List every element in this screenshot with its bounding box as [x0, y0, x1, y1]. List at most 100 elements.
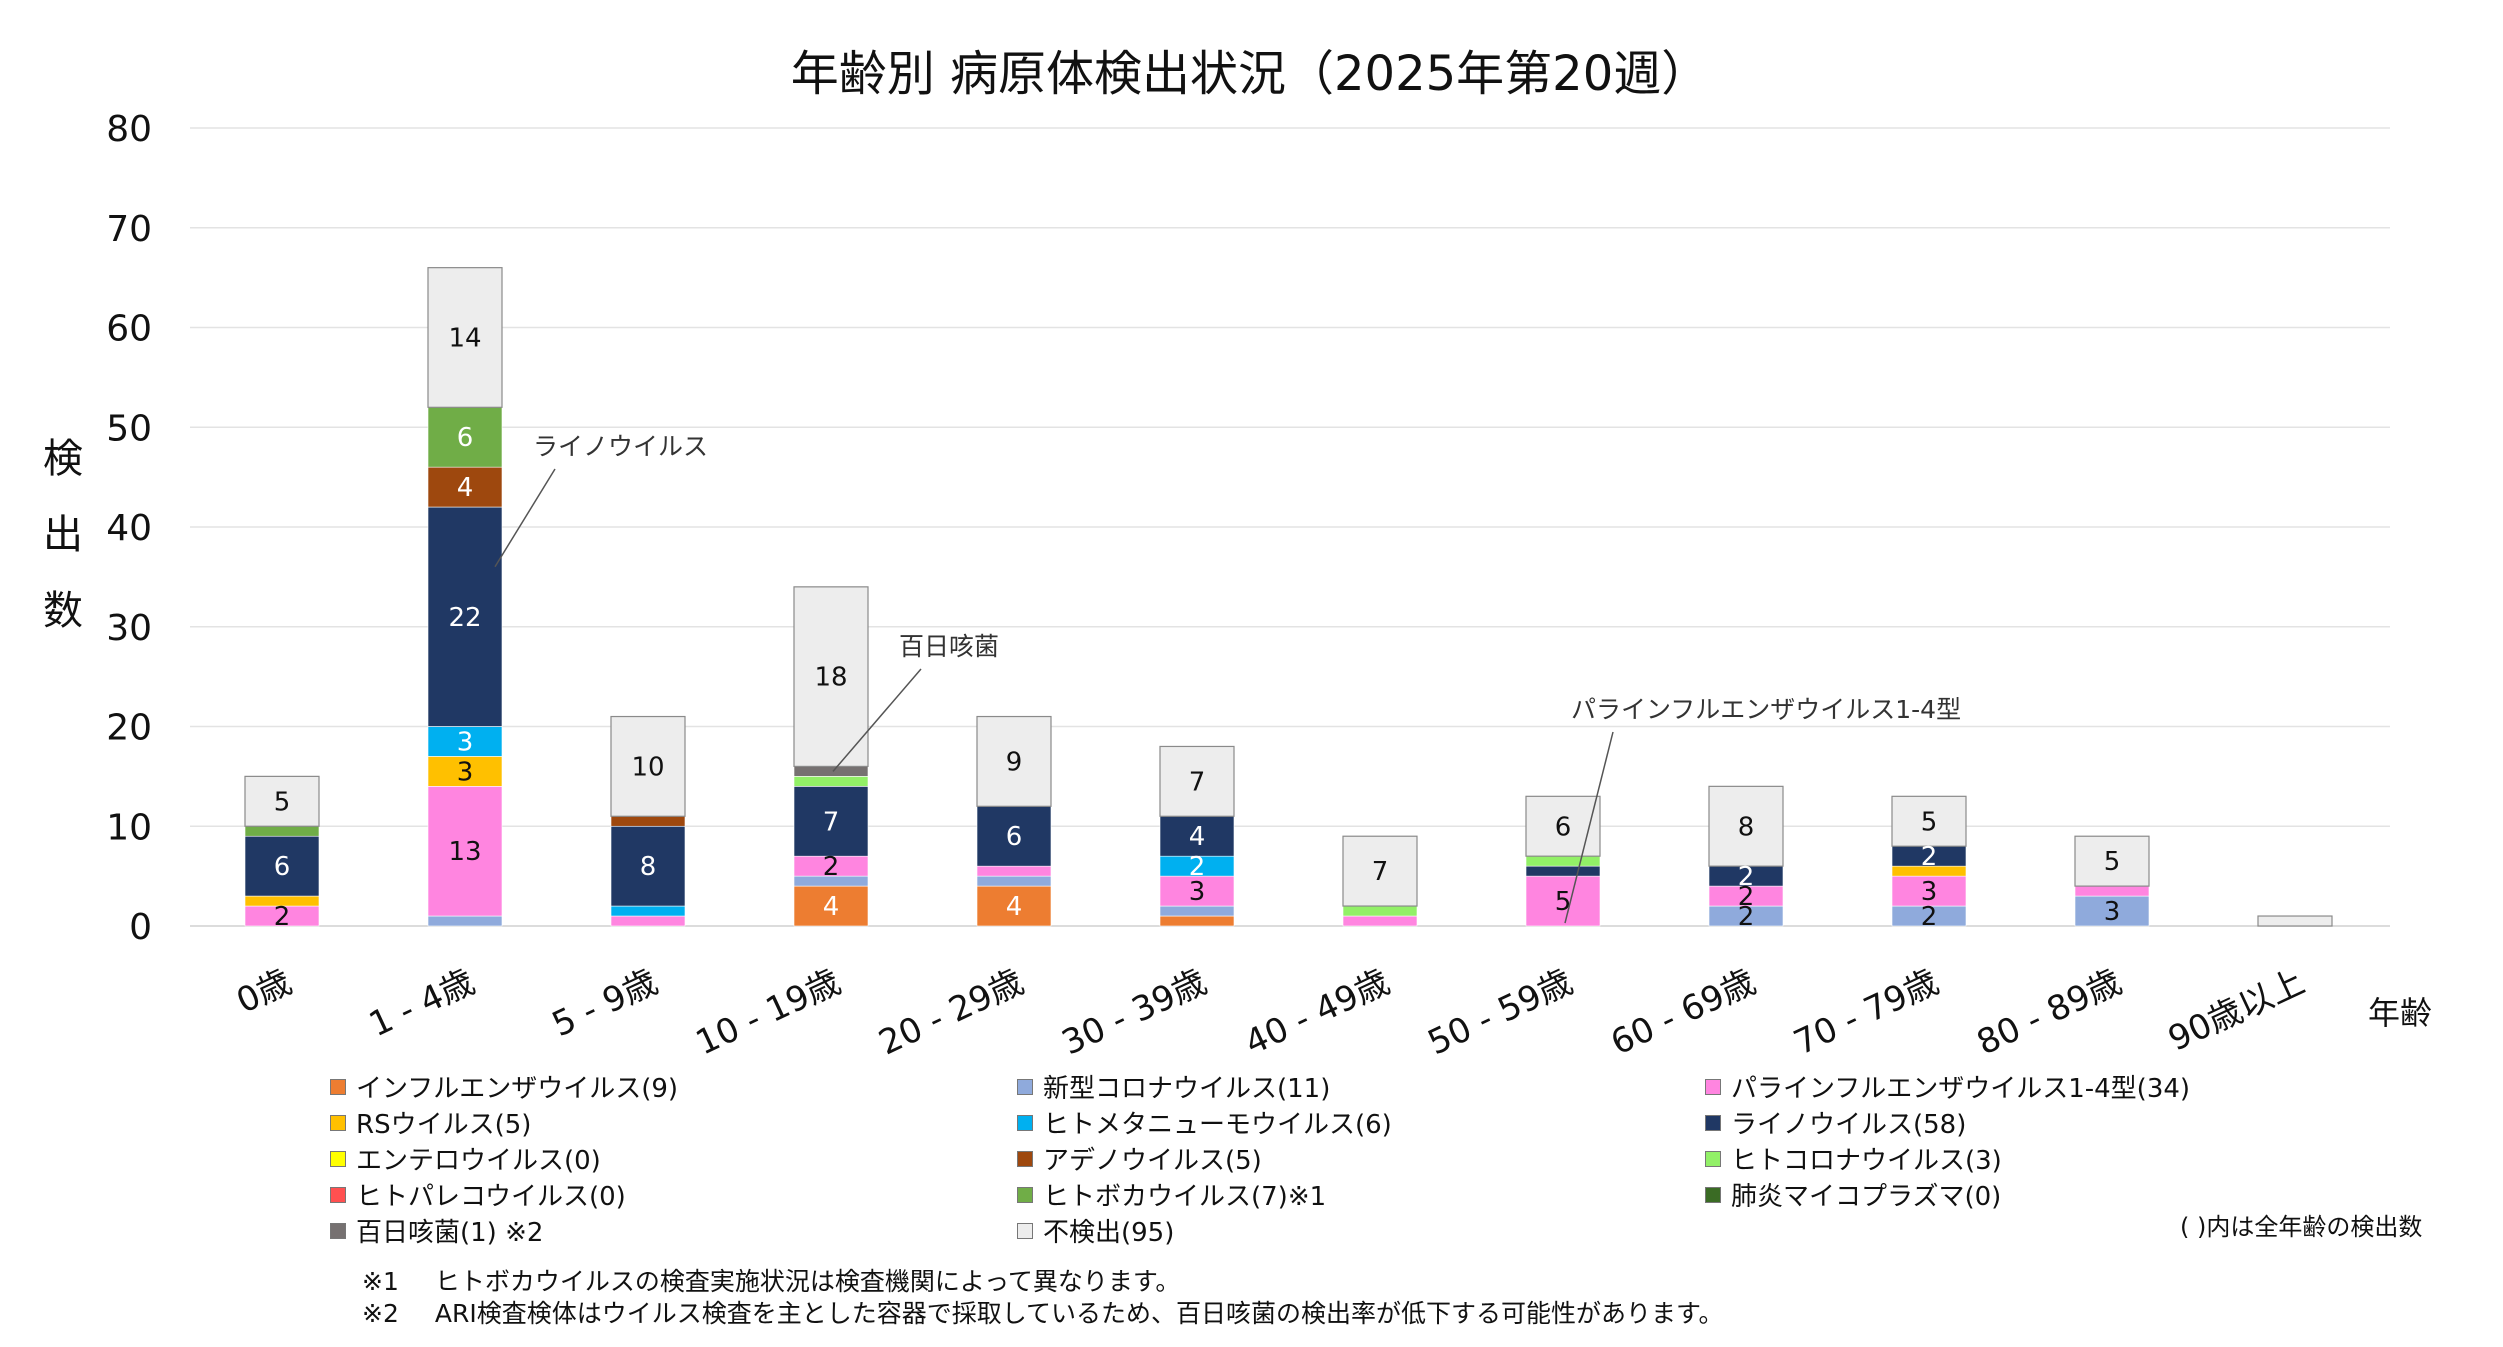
legend-label: 不検出(95) — [1043, 1218, 1175, 1248]
annotation-label: ライノウイルス — [533, 432, 708, 461]
data-label: 5 — [1555, 887, 1572, 917]
legend-item: 百日咳菌(1) ※2 — [330, 1212, 543, 1249]
bar-segment — [244, 835, 320, 897]
annotation-leader-line — [1564, 731, 1614, 924]
bar-segment — [427, 726, 503, 757]
data-label: 3 — [1189, 877, 1206, 907]
bar-segment — [427, 786, 503, 917]
data-label: 8 — [1738, 812, 1755, 842]
legend-item: アデノウイルス(5) — [1017, 1140, 1262, 1177]
bar-segment — [1159, 815, 1235, 857]
bar-segment — [976, 805, 1052, 867]
x-tick-label: 90歳以上 — [2162, 962, 2311, 1060]
legend-note: ( )内は全年齢の検出数 — [2180, 1213, 2423, 1241]
footnote-1-mark: ※1 — [362, 1267, 399, 1296]
data-label: 6 — [1006, 822, 1023, 852]
footnote-2-mark: ※2 — [362, 1299, 399, 1328]
bar-segment — [427, 506, 503, 727]
bar-segment — [1159, 915, 1235, 927]
y-axis-label-char: 出 — [43, 512, 83, 558]
legend-swatch — [330, 1186, 346, 1203]
data-label: 7 — [1372, 857, 1389, 887]
legend-label: ライノウイルス(58) — [1731, 1110, 1967, 1140]
data-label: 2 — [1738, 902, 1755, 932]
y-tick-label: 10 — [106, 807, 152, 848]
footnote-2-text: ARI検査検体はウイルス検査を主とした容器で採取しているため、百日咳菌の検出率が… — [434, 1299, 1724, 1328]
bar-segment — [976, 715, 1052, 807]
legend-swatch — [1705, 1150, 1721, 1167]
bar-segment — [2074, 835, 2150, 887]
data-label: 8 — [640, 852, 657, 882]
data-label: 2 — [274, 902, 291, 932]
legend-item: RSウイルス(5) — [330, 1104, 531, 1141]
legend-swatch — [1017, 1186, 1033, 1203]
data-label: 9 — [1006, 747, 1023, 777]
legend-swatch — [330, 1222, 346, 1239]
bars — [244, 267, 2333, 927]
legend-swatch — [330, 1150, 346, 1167]
legend-item: ヒトパレコウイルス(0) — [330, 1176, 626, 1213]
data-label: 2 — [1921, 842, 1938, 872]
legend-swatch — [1705, 1114, 1721, 1131]
y-tick-label: 70 — [106, 209, 152, 250]
data-label: 5 — [1921, 807, 1938, 837]
legend-item: ヒトボカウイルス(7)※1 — [1017, 1176, 1326, 1213]
data-label: 3 — [457, 757, 474, 787]
x-tick-label: 30 - 39歳 — [1056, 962, 1213, 1064]
bar-segment — [1525, 875, 1601, 927]
bar-segment — [427, 915, 503, 927]
legend-swatch — [1017, 1222, 1033, 1239]
y-tick-label: 0 — [129, 907, 152, 948]
bar-segment — [1159, 905, 1235, 917]
annotation-label: パラインフルエンザウイルス1-4型 — [1571, 695, 1961, 724]
data-labels: 2651333224614810427184693247756222823253… — [274, 323, 2121, 932]
x-tick-label: 40 - 49歳 — [1239, 962, 1396, 1064]
legend-item: ヒトコロナウイルス(3) — [1705, 1140, 2002, 1177]
data-label: 4 — [1189, 822, 1206, 852]
data-label: 3 — [457, 727, 474, 757]
data-label: 14 — [448, 323, 481, 353]
data-label: 4 — [823, 892, 840, 922]
data-label: 5 — [2104, 847, 2121, 877]
legend-item: ライノウイルス(58) — [1705, 1104, 1966, 1141]
data-label: 4 — [457, 473, 474, 503]
data-label: 13 — [448, 837, 481, 867]
footnote-1-text: ヒトボカウイルスの検査実施状況は検査機関によって異なります。 — [434, 1267, 1181, 1296]
data-label: 3 — [1921, 877, 1938, 907]
y-axis-ticks: 0 10 20 30 40 50 60 70 80 — [106, 109, 152, 948]
y-tick-label: 50 — [106, 408, 152, 449]
x-tick-label: 80 - 89歳 — [1971, 962, 2128, 1064]
gridlines — [190, 127, 2390, 927]
legend-swatch — [1705, 1078, 1721, 1095]
legend-label: 肺炎マイコプラズマ(0) — [1731, 1182, 2002, 1212]
legend-swatch — [1017, 1078, 1033, 1095]
bar-segment — [1342, 915, 1418, 927]
legend-label: パラインフルエンザウイルス1-4型(34) — [1731, 1074, 2191, 1104]
legend-label: RSウイルス(5) — [356, 1110, 532, 1140]
data-label: 2 — [1921, 902, 1938, 932]
x-tick-label: 20 - 29歳 — [873, 962, 1030, 1064]
x-tick-label: 5 - 9歳 — [546, 962, 664, 1045]
y-tick-label: 40 — [106, 508, 152, 549]
bar-segment — [793, 776, 869, 787]
bar-segment — [1891, 795, 1967, 847]
x-tick-label: 1 - 4歳 — [363, 962, 481, 1045]
bar-segment — [793, 786, 869, 857]
data-label: 7 — [823, 807, 840, 837]
legend-swatch — [1017, 1150, 1033, 1167]
legend-item: 新型コロナウイルス(11) — [1017, 1068, 1330, 1105]
bar-segment — [610, 915, 686, 927]
bar-segment — [610, 905, 686, 917]
data-label: 6 — [274, 852, 291, 882]
data-label: 10 — [631, 752, 664, 782]
data-label: 22 — [448, 603, 481, 633]
data-label: 2 — [1738, 882, 1755, 912]
bar-segment — [1708, 785, 1784, 867]
footnote-2: ※2 ARI検査検体はウイルス検査を主とした容器で採取しているため、百日咳菌の検出… — [362, 1294, 1723, 1330]
legend-label: 新型コロナウイルス(11) — [1043, 1074, 1331, 1104]
x-tick-label: 0歳 — [230, 962, 297, 1022]
annotation-leader-line — [832, 668, 922, 772]
legend-item: 不検出(95) — [1017, 1212, 1174, 1249]
annotation-leader-line — [494, 468, 556, 568]
